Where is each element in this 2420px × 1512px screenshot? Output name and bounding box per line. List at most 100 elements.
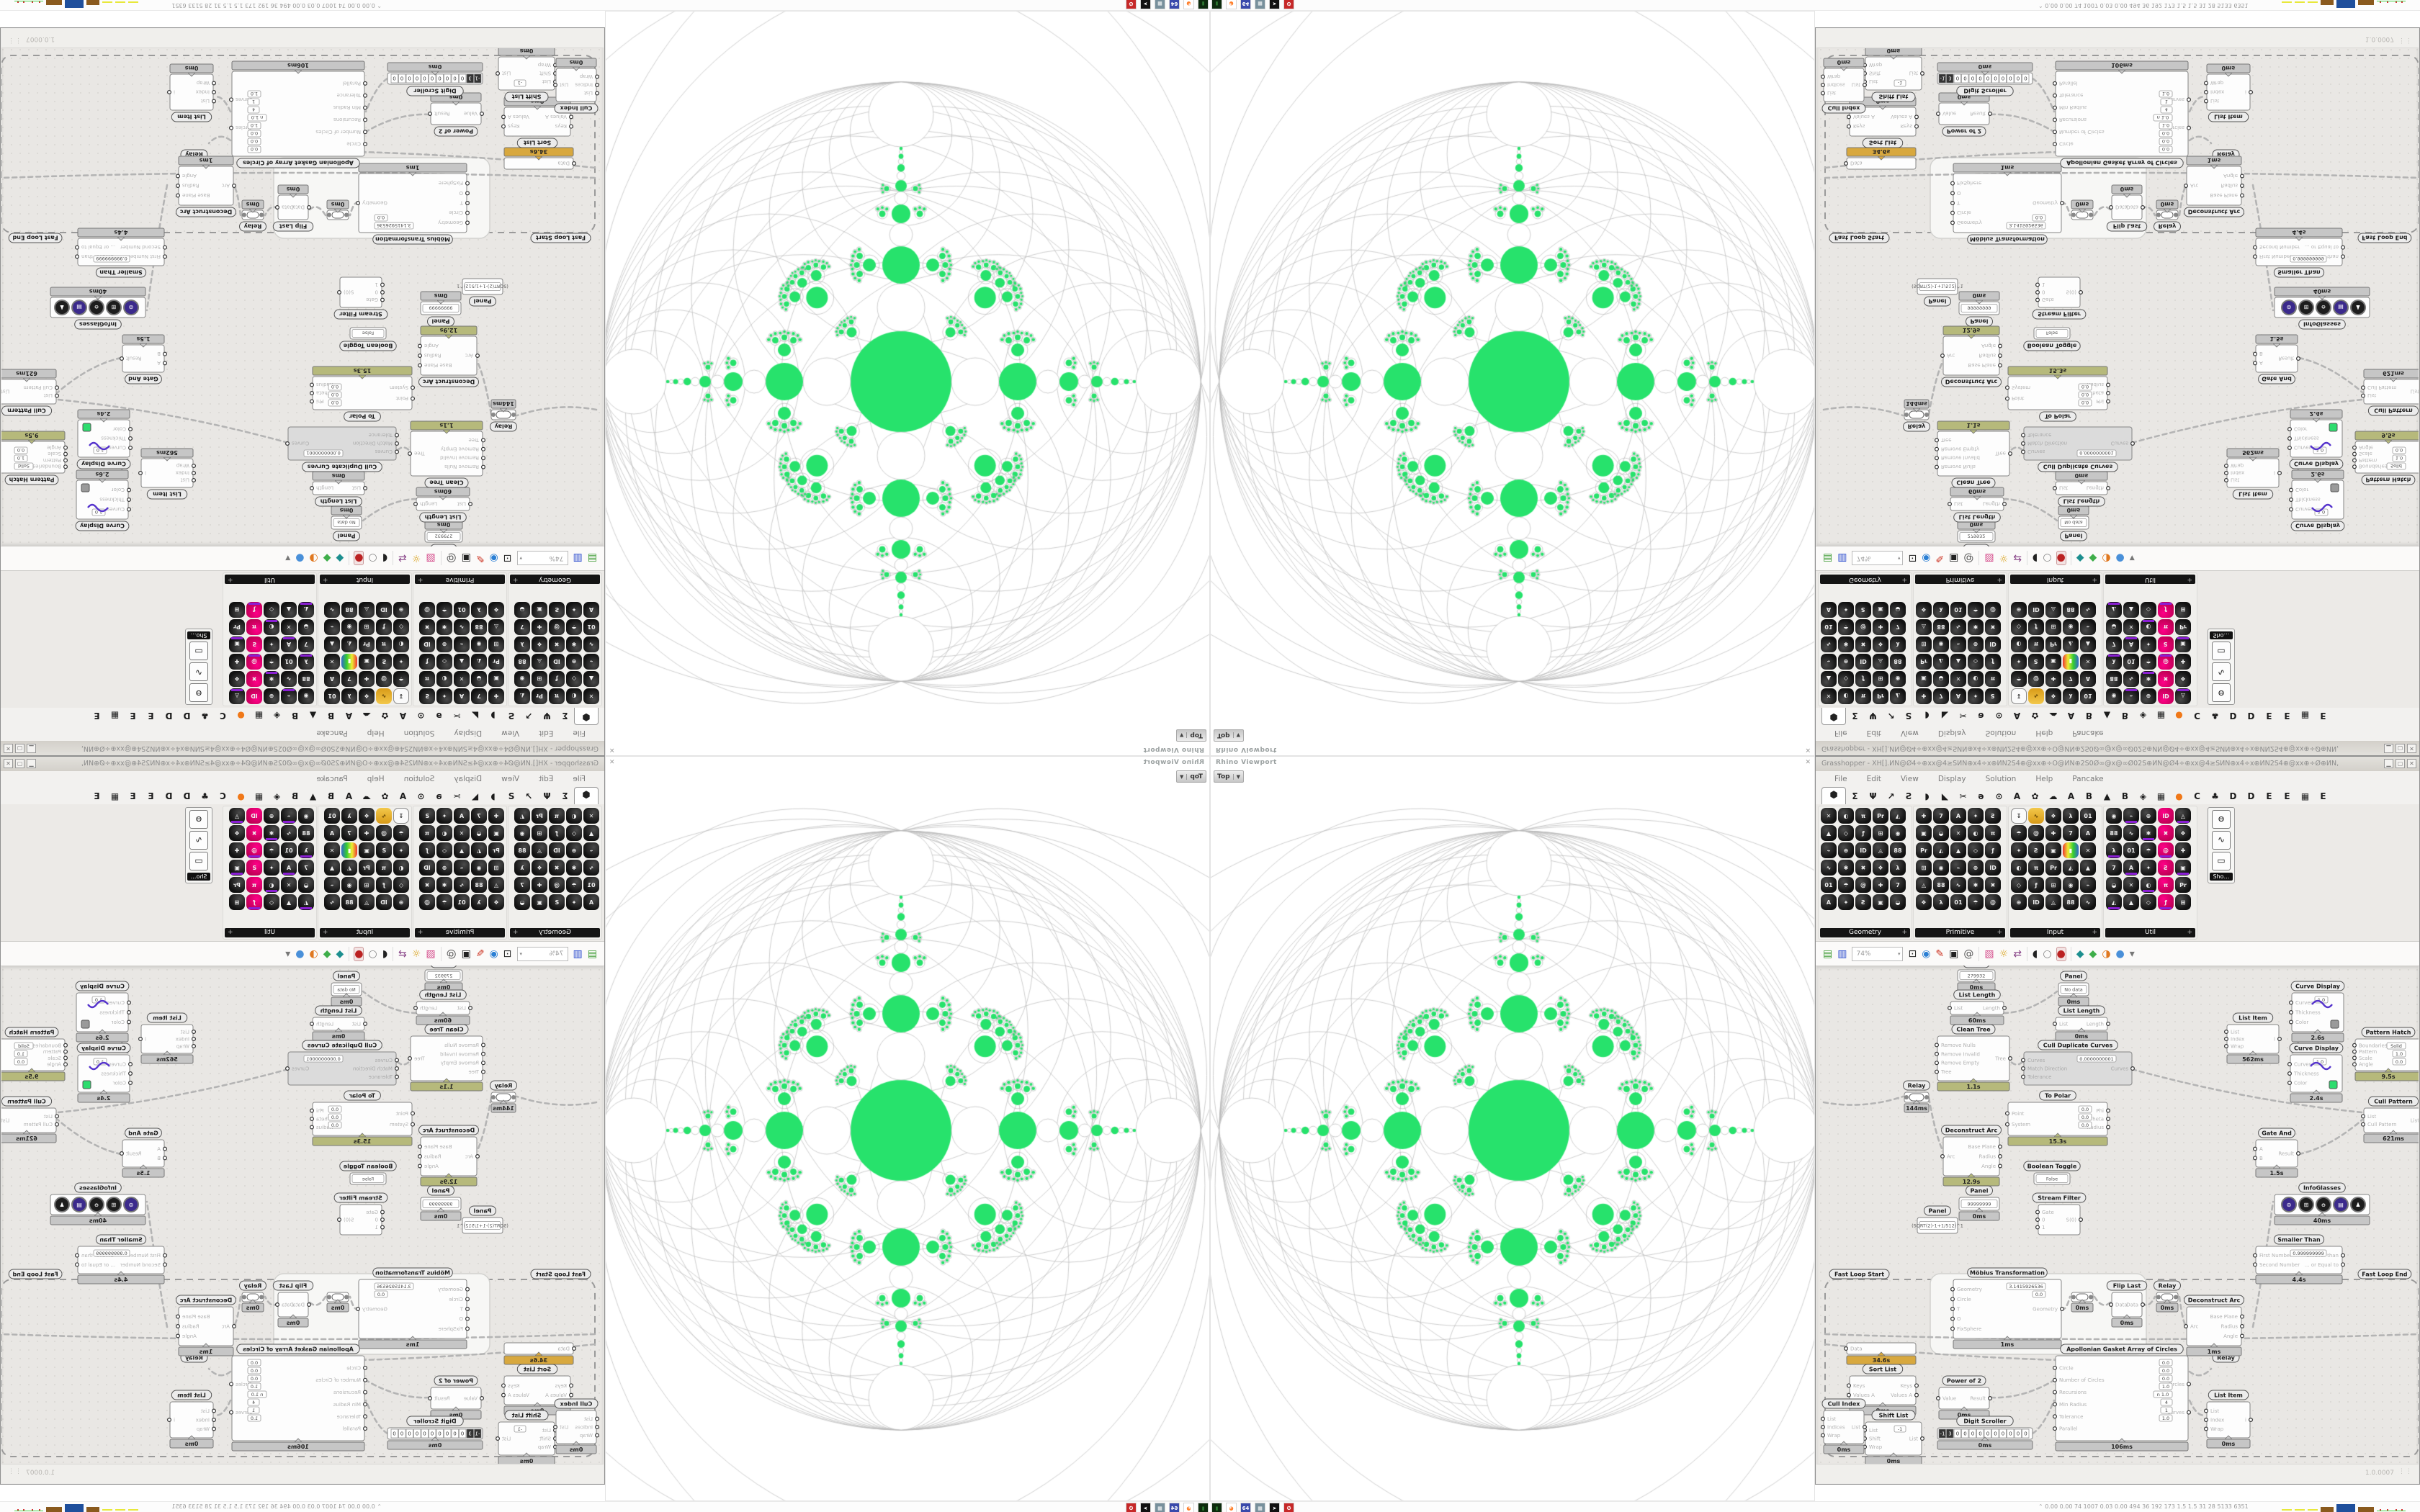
projector-icon[interactable]: ▣	[461, 948, 471, 960]
palette-icon[interactable]: @	[1985, 602, 2001, 618]
palette-icon[interactable]: ∿	[2123, 671, 2139, 687]
palette-icon[interactable]: A	[454, 688, 470, 704]
palette-icon[interactable]: A	[2080, 671, 2096, 687]
sho-panel-icon[interactable]: ∿	[189, 662, 208, 681]
chevron-down-icon[interactable]: ▼	[1232, 732, 1240, 739]
palette-icon[interactable]: ✕	[2123, 619, 2139, 635]
palette-icon[interactable]: ⊞	[2175, 602, 2191, 618]
palette-icon[interactable]: ⊞	[1873, 825, 1888, 841]
palette-icon[interactable]: ⊕	[1968, 636, 1984, 652]
sho-panel-icon[interactable]: ▭	[2212, 852, 2231, 870]
zoom-extents-icon[interactable]: ⊡	[1908, 552, 1917, 564]
palette-icon[interactable]: ◬	[359, 602, 375, 618]
palette-icon[interactable]: ✦	[436, 688, 452, 704]
palette-icon[interactable]: 88	[2106, 825, 2122, 841]
tab-19[interactable]: C	[220, 791, 226, 801]
palette-icon[interactable]: λ	[1933, 894, 1949, 910]
tab-16[interactable]: ◈	[2139, 791, 2147, 801]
menu-item-help[interactable]: Help	[367, 775, 385, 783]
palette-icon[interactable]: 7	[1933, 808, 1949, 824]
palette-icon[interactable]: ❖	[1873, 636, 1888, 652]
palette-icon[interactable]: Ƨ	[1855, 602, 1871, 618]
gh-node:Apollonian Gasket Array of Circles[interactable]: Apollonian Gasket Array of CirclesCircle…	[2053, 1344, 2191, 1452]
tab-13[interactable]: B	[2085, 711, 2093, 721]
palette-icon[interactable]: ∿	[1950, 877, 1966, 893]
palette-icon[interactable]: ◒	[298, 619, 314, 635]
palette-icon[interactable]: 01	[324, 808, 340, 824]
palette-icon[interactable]: ✦	[1968, 808, 1984, 824]
palette-icon[interactable]: ☂	[1838, 877, 1854, 893]
palette-icon[interactable]: π	[2028, 636, 2044, 652]
palette-icon[interactable]: ◉	[1933, 860, 1949, 876]
preview-off-icon[interactable]: ◖	[2032, 948, 2038, 960]
palette-icon[interactable]: ƒ	[1855, 825, 1871, 841]
palette-icon[interactable]: ☂	[1838, 619, 1854, 635]
preview-shaded-icon[interactable]: ●	[2056, 946, 2066, 961]
palette-icon[interactable]: ✕	[583, 688, 599, 704]
palette-icon[interactable]: π	[549, 688, 565, 704]
tab-11[interactable]: ☁	[2048, 791, 2058, 801]
gh-node:Apollonian Gasket Array of Circles[interactable]: Apollonian Gasket Array of CirclesCircle…	[229, 1344, 367, 1452]
palette-icon[interactable]: ∿	[583, 860, 599, 876]
palette-icon[interactable]: ◉	[298, 808, 314, 824]
menu-item-display[interactable]: Display	[454, 775, 483, 783]
swap-wires-icon[interactable]: ⇄	[2013, 552, 2022, 564]
save-file-icon[interactable]: ▥	[1837, 948, 1847, 960]
palette-icon[interactable]: Pr	[2045, 636, 2061, 652]
tab-4[interactable]: ◗	[1924, 791, 1930, 801]
open-file-icon[interactable]: ▤	[587, 948, 597, 960]
palette-icon[interactable]: ☂	[393, 825, 409, 841]
palette-group-label[interactable]: Geometry +	[1820, 928, 1910, 937]
tab-2[interactable]: ↗	[1887, 711, 1895, 721]
palette-icon[interactable]: ▣	[229, 636, 245, 652]
palette-icon[interactable]: π	[246, 877, 262, 893]
palette-icon[interactable]: Pr	[532, 688, 547, 704]
tab-10[interactable]: ✿	[381, 791, 389, 801]
palette-icon[interactable]: ✦	[264, 636, 279, 652]
palette-icon[interactable]: Pr	[229, 877, 245, 893]
palette-icon[interactable]: ◬	[1873, 842, 1888, 858]
palette-icon[interactable]: ⊕	[1838, 842, 1854, 858]
lightbulb-icon[interactable]: ☼	[1999, 552, 2009, 564]
palette-icon[interactable]: ❖	[2045, 808, 2061, 824]
palette-icon[interactable]: ƒ	[549, 825, 565, 841]
palette-icon[interactable]: ✖	[1985, 877, 2001, 893]
menu-item-edit[interactable]: Edit	[1866, 729, 1881, 737]
palette-icon[interactable]: ✚	[532, 619, 547, 635]
palette-icon[interactable]: ◭	[514, 808, 530, 824]
palette-icon[interactable]: ↧	[2011, 688, 2027, 704]
palette-icon[interactable]: ◉	[1890, 671, 1906, 687]
gh-node:Möbius Transformation[interactable]: Möbius TransformationGeometryCircleTOFix…	[355, 163, 470, 245]
palette-icon[interactable]: ✖	[2158, 671, 2174, 687]
gh-node:Panel[interactable]: Panel(SQRT(2)-1+1/512)^1	[1912, 1205, 1963, 1234]
palette-icon[interactable]: 01	[2080, 808, 2096, 824]
gh-node:Möbius Transformation[interactable]: Möbius TransformationGeometryCircleTOFix…	[1950, 163, 2065, 245]
palette-icon[interactable]: ❖	[532, 636, 547, 652]
menu-item-view[interactable]: View	[1900, 729, 1919, 737]
palette-icon[interactable]: ∿	[281, 825, 297, 841]
cluster-box-icon[interactable]: ▧	[426, 552, 436, 564]
palette-icon[interactable]: ☂	[436, 894, 452, 910]
canvas-zoom-combo[interactable]: 74%	[1852, 551, 1904, 566]
palette-icon[interactable]: ◇	[1968, 842, 1984, 858]
palette-icon[interactable]: ∿	[376, 688, 392, 704]
close-button[interactable]: ✕	[2407, 744, 2416, 753]
menu-item-edit[interactable]: Edit	[1866, 775, 1881, 783]
palette-icon[interactable]: λ	[2106, 842, 2122, 858]
lightbulb-icon[interactable]: ☼	[1999, 948, 2009, 960]
palette-icon[interactable]: ◇	[264, 602, 279, 618]
calculator-icon[interactable]: ▦	[1255, 1503, 1265, 1512]
palette-icon[interactable]: ⊕	[2011, 894, 2027, 910]
tab-20[interactable]: ♣	[2211, 791, 2219, 801]
